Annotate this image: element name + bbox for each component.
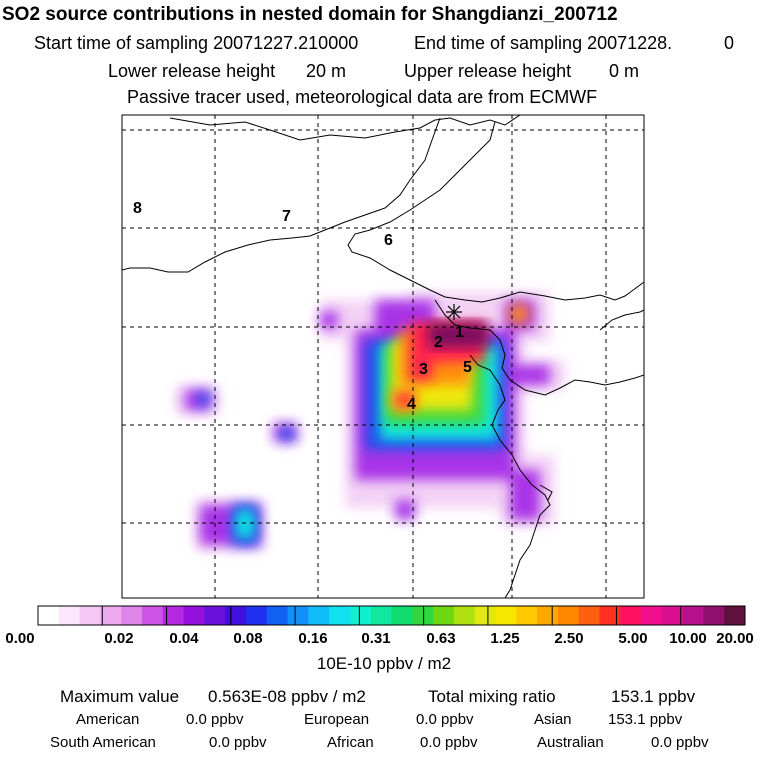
south-american-label: South American (50, 734, 156, 751)
colorbar-tick-label: 0.04 (169, 630, 199, 647)
colorbar-swatch (620, 606, 642, 625)
australian-label: Australian (537, 734, 604, 751)
page-title: SO2 source contributions in nested domai… (2, 4, 618, 25)
colorbar-tick-label: 2.50 (554, 630, 584, 647)
lower-release-value: 20 m (306, 61, 347, 81)
colorbar-swatch (79, 606, 101, 625)
lat-lon-grid (122, 115, 644, 598)
colorbar-tick-label: 5.00 (618, 630, 648, 647)
colorbar-frame (37, 605, 746, 626)
colorbar-swatch (58, 606, 80, 625)
colorbar-swatch (599, 606, 621, 625)
colorbar-swatch (537, 606, 559, 625)
colorbar-tick-label: 0.31 (361, 630, 391, 647)
colorbar-swatch (183, 606, 205, 625)
colorbar-swatch (100, 606, 122, 625)
asian-value: 153.1 ppbv (608, 711, 683, 728)
region-label-7: 7 (282, 208, 291, 225)
colorbar-swatch (724, 606, 746, 625)
lower-release-label: Lower release height (108, 61, 276, 81)
colorbar-swatch (495, 606, 517, 625)
colorbar-swatch (266, 606, 288, 625)
colorbar-swatch (641, 606, 663, 625)
colorbar-swatch (287, 606, 309, 625)
american-label: American (76, 711, 140, 728)
max-value: 0.563E-08 ppbv / m2 (208, 687, 366, 706)
colorbar-unit: 10E-10 ppbv / m2 (316, 654, 452, 673)
concentration-field (175, 292, 565, 550)
colorbar-swatch (433, 606, 455, 625)
colorbar-swatch (412, 606, 434, 625)
colorbar-swatch (703, 606, 725, 625)
colorbar-swatch (38, 606, 60, 625)
colorbar-swatch (162, 606, 184, 625)
star-marker (446, 304, 462, 320)
african-label: African (327, 734, 374, 751)
end-time: End time of sampling 20071228. (414, 33, 673, 53)
tracer-note: Passive tracer used, meteorological data… (127, 87, 598, 107)
colorbar-tick-label: 0.00 (5, 630, 35, 647)
south-american-value: 0.0 ppbv (209, 734, 267, 751)
american-value: 0.0 ppbv (186, 711, 244, 728)
start-time: Start time of sampling 20071227.210000 (34, 33, 359, 53)
colorbar-swatch (391, 606, 413, 625)
coastlines (122, 115, 644, 598)
region-label-1: 1 (455, 324, 464, 341)
colorbar-swatch (225, 606, 247, 625)
colorbar-swatch (245, 606, 268, 625)
region-label-5: 5 (463, 359, 472, 376)
region-label-3: 3 (419, 361, 428, 378)
max-value-label: Maximum value (60, 687, 180, 706)
map-frame (121, 114, 645, 599)
colorbar-tick-label: 20.00 (716, 630, 754, 647)
colorbar-swatch (329, 606, 351, 625)
upper-release-label: Upper release height (404, 61, 572, 81)
colorbar-swatch (661, 606, 684, 625)
colorbar-swatch (204, 606, 226, 625)
colorbar-swatch (474, 606, 496, 625)
european-label: European (304, 711, 370, 728)
colorbar-swatch (557, 606, 580, 625)
end-time-value: 0 (724, 33, 735, 53)
colorbar-swatch (308, 606, 330, 625)
colorbar-swatch (453, 606, 476, 625)
colorbar-swatch (682, 606, 704, 625)
colorbar-swatch (349, 606, 372, 625)
colorbar-swatch (516, 606, 538, 625)
region-label-6: 6 (384, 232, 393, 249)
region-label-8: 8 (133, 200, 142, 217)
colorbar-tick-label: 1.25 (490, 630, 520, 647)
upper-release-value: 0 m (609, 61, 640, 81)
colorbar-swatch (578, 606, 600, 625)
colorbar-tick-label: 0.08 (233, 630, 263, 647)
african-value: 0.0 ppbv (420, 734, 478, 751)
region-label-4: 4 (407, 396, 416, 413)
colorbar-tick-label: 10.00 (669, 630, 707, 647)
australian-value: 0.0 ppbv (651, 734, 709, 751)
colorbar-tick-label: 0.16 (298, 630, 328, 647)
colorbar-swatch (370, 606, 392, 625)
total-mixing-label: Total mixing ratio (428, 687, 556, 706)
asian-label: Asian (534, 711, 572, 728)
colorbar-swatch (121, 606, 143, 625)
total-mixing-value: 153.1 ppbv (611, 687, 696, 706)
region-label-2: 2 (434, 334, 443, 351)
colorbar-tick-label: 0.02 (104, 630, 134, 647)
european-value: 0.0 ppbv (416, 711, 474, 728)
colorbar-swatch (141, 606, 164, 625)
colorbar (37, 605, 746, 626)
colorbar-tick-label: 0.63 (426, 630, 456, 647)
